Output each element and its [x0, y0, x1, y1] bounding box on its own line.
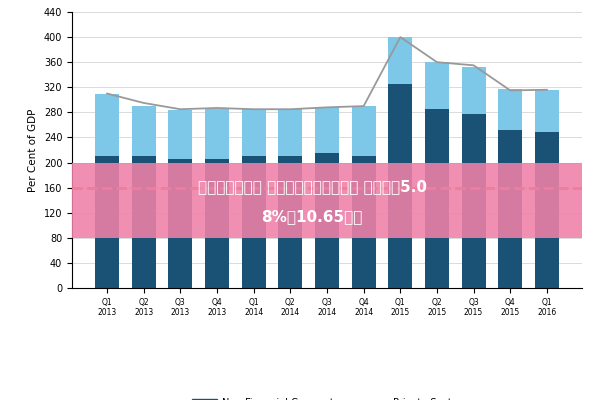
- Bar: [425, 62, 449, 109]
- Bar: [535, 132, 559, 288]
- Bar: [169, 110, 193, 160]
- Y-axis label: Per Cent of GDP: Per Cent of GDP: [28, 108, 38, 192]
- Bar: [205, 109, 229, 160]
- Bar: [205, 160, 229, 288]
- Bar: [499, 130, 522, 288]
- Bar: [278, 109, 302, 156]
- Bar: [278, 156, 302, 288]
- Bar: [388, 84, 412, 288]
- Bar: [461, 114, 485, 288]
- Bar: [425, 109, 449, 288]
- Bar: [169, 160, 193, 288]
- Legend: Non-Financial Corporates, Households, Private Sector, EU Threshold: Non-Financial Corporates, Households, Pr…: [188, 394, 466, 400]
- Bar: [95, 156, 119, 288]
- Bar: [95, 94, 119, 156]
- Bar: [352, 156, 376, 288]
- Text: 8%报10.65美元: 8%报10.65美元: [262, 209, 362, 224]
- Bar: [315, 153, 339, 288]
- Text: 股票杠杆的规则 康斯托克能源盘中异动 股价大涨5.0: 股票杠杆的规则 康斯托克能源盘中异动 股价大涨5.0: [197, 179, 427, 194]
- Bar: [461, 66, 485, 114]
- Bar: [132, 156, 155, 288]
- Bar: [315, 107, 339, 153]
- Bar: [132, 106, 155, 156]
- Bar: [388, 37, 412, 84]
- Bar: [535, 90, 559, 132]
- Bar: [499, 89, 522, 130]
- Bar: [352, 106, 376, 156]
- Bar: [242, 156, 266, 288]
- Bar: [242, 109, 266, 156]
